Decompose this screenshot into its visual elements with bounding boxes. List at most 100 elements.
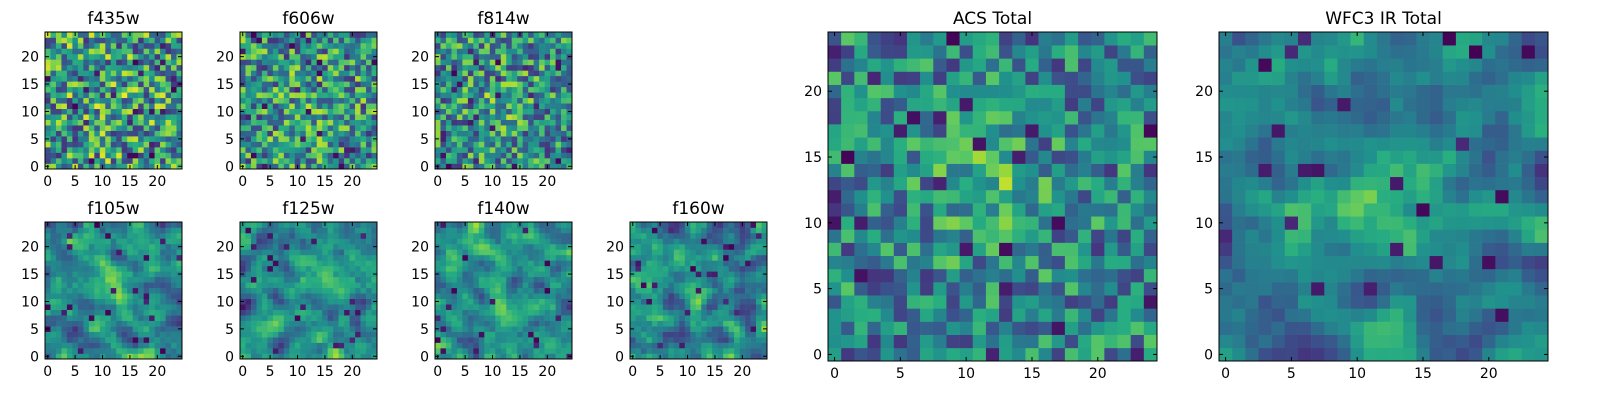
heatmap-cell — [294, 141, 301, 148]
heatmap-cell — [651, 287, 658, 294]
heatmap-cell — [344, 254, 350, 261]
heatmap-cell — [734, 304, 740, 310]
heatmap-cell — [867, 189, 881, 204]
heatmap-cell — [371, 70, 378, 77]
heatmap-cell — [45, 114, 51, 120]
heatmap-cell — [165, 81, 172, 88]
heatmap-cell — [256, 158, 263, 164]
heatmap-cell — [176, 348, 183, 354]
heatmap-cell — [267, 320, 274, 327]
heatmap-cell — [61, 119, 68, 126]
heatmap-cell — [278, 42, 285, 49]
heatmap-cell — [105, 222, 112, 228]
heatmap-cell — [668, 348, 675, 354]
heatmap-cell — [533, 75, 540, 82]
heatmap-cell — [50, 53, 57, 60]
heatmap-cell — [1051, 308, 1066, 322]
heatmap-cell — [723, 282, 729, 289]
heatmap-cell — [45, 37, 51, 44]
y-tick-label: 5 — [420, 132, 429, 148]
heatmap-cell — [338, 53, 345, 60]
heatmap-cell — [478, 147, 485, 153]
heatmap-cell — [880, 308, 895, 322]
heatmap-cell — [451, 147, 458, 153]
heatmap-cell — [294, 315, 301, 321]
heatmap-cell — [445, 222, 452, 228]
heatmap-cell — [360, 326, 367, 332]
heatmap-cell — [77, 103, 84, 110]
heatmap-cell — [440, 114, 447, 120]
y-tick-label: 0 — [225, 349, 234, 365]
heatmap-cell — [278, 348, 285, 354]
heatmap-cell — [72, 320, 79, 327]
heatmap-cell — [462, 243, 469, 250]
heatmap-cell — [261, 232, 268, 239]
heatmap-cell — [105, 271, 112, 278]
heatmap-cell — [1012, 334, 1026, 349]
heatmap-cell — [640, 276, 647, 283]
heatmap-cell — [305, 86, 312, 93]
heatmap-cell — [132, 32, 139, 38]
heatmap-cell — [500, 309, 507, 316]
heatmap-cell — [355, 125, 361, 131]
heatmap-cell — [138, 81, 144, 88]
heatmap-cell — [160, 337, 166, 343]
heatmap-cell — [94, 260, 101, 267]
heatmap-cell — [522, 315, 529, 321]
heatmap-cell — [322, 271, 328, 278]
heatmap-cell — [289, 75, 296, 82]
heatmap-cell — [344, 32, 350, 38]
heatmap-cell — [717, 298, 724, 305]
heatmap-cell — [999, 295, 1013, 309]
heatmap-cell — [511, 276, 518, 283]
heatmap-cell — [45, 282, 51, 289]
heatmap-cell — [66, 136, 73, 142]
heatmap-cell — [165, 86, 172, 93]
heatmap-cell — [278, 287, 285, 294]
heatmap-cell — [828, 268, 842, 283]
heatmap-cell — [289, 348, 296, 354]
heatmap-cell — [61, 304, 68, 310]
heatmap-cell — [294, 342, 301, 349]
heatmap-cell — [750, 315, 757, 321]
heatmap-cell — [946, 176, 960, 191]
heatmap-cell — [143, 130, 150, 137]
heatmap-cell — [972, 268, 987, 283]
heatmap-cell — [761, 348, 768, 354]
heatmap-cell — [489, 114, 496, 120]
heatmap-cell — [344, 320, 350, 327]
heatmap-cell — [355, 315, 361, 321]
heatmap-cell — [283, 136, 290, 142]
heatmap-cell — [116, 232, 123, 239]
heatmap-cell — [456, 32, 463, 38]
x-tick-label: 10 — [94, 364, 112, 380]
heatmap-cell — [920, 229, 934, 243]
heatmap-cell — [946, 203, 960, 217]
heatmap-cell — [121, 125, 128, 131]
heatmap-cell — [462, 136, 469, 142]
heatmap-cell — [517, 81, 523, 88]
heatmap-cell — [176, 158, 183, 164]
heatmap-cell — [116, 238, 123, 245]
heatmap-cell — [522, 53, 529, 60]
heatmap-cell — [489, 348, 496, 354]
heatmap-cell — [495, 232, 502, 239]
heatmap-cell — [528, 75, 534, 82]
heatmap-cell — [278, 48, 285, 55]
heatmap-cell — [333, 282, 339, 289]
heatmap-cell — [750, 227, 757, 234]
heatmap-cell — [657, 287, 664, 294]
heatmap-cell — [630, 265, 636, 272]
heatmap-cell — [366, 287, 372, 294]
heatmap-cell — [61, 103, 68, 110]
heatmap-cell — [256, 222, 263, 228]
heatmap-cell — [261, 326, 268, 332]
heatmap-cell — [561, 271, 567, 278]
heatmap-cell — [867, 176, 881, 191]
heatmap-cell — [154, 152, 161, 159]
heatmap-cell — [360, 342, 367, 349]
heatmap-cell — [261, 147, 268, 153]
heatmap-cell — [245, 265, 252, 272]
heatmap-cell — [176, 254, 183, 261]
heatmap-cell — [300, 136, 307, 142]
